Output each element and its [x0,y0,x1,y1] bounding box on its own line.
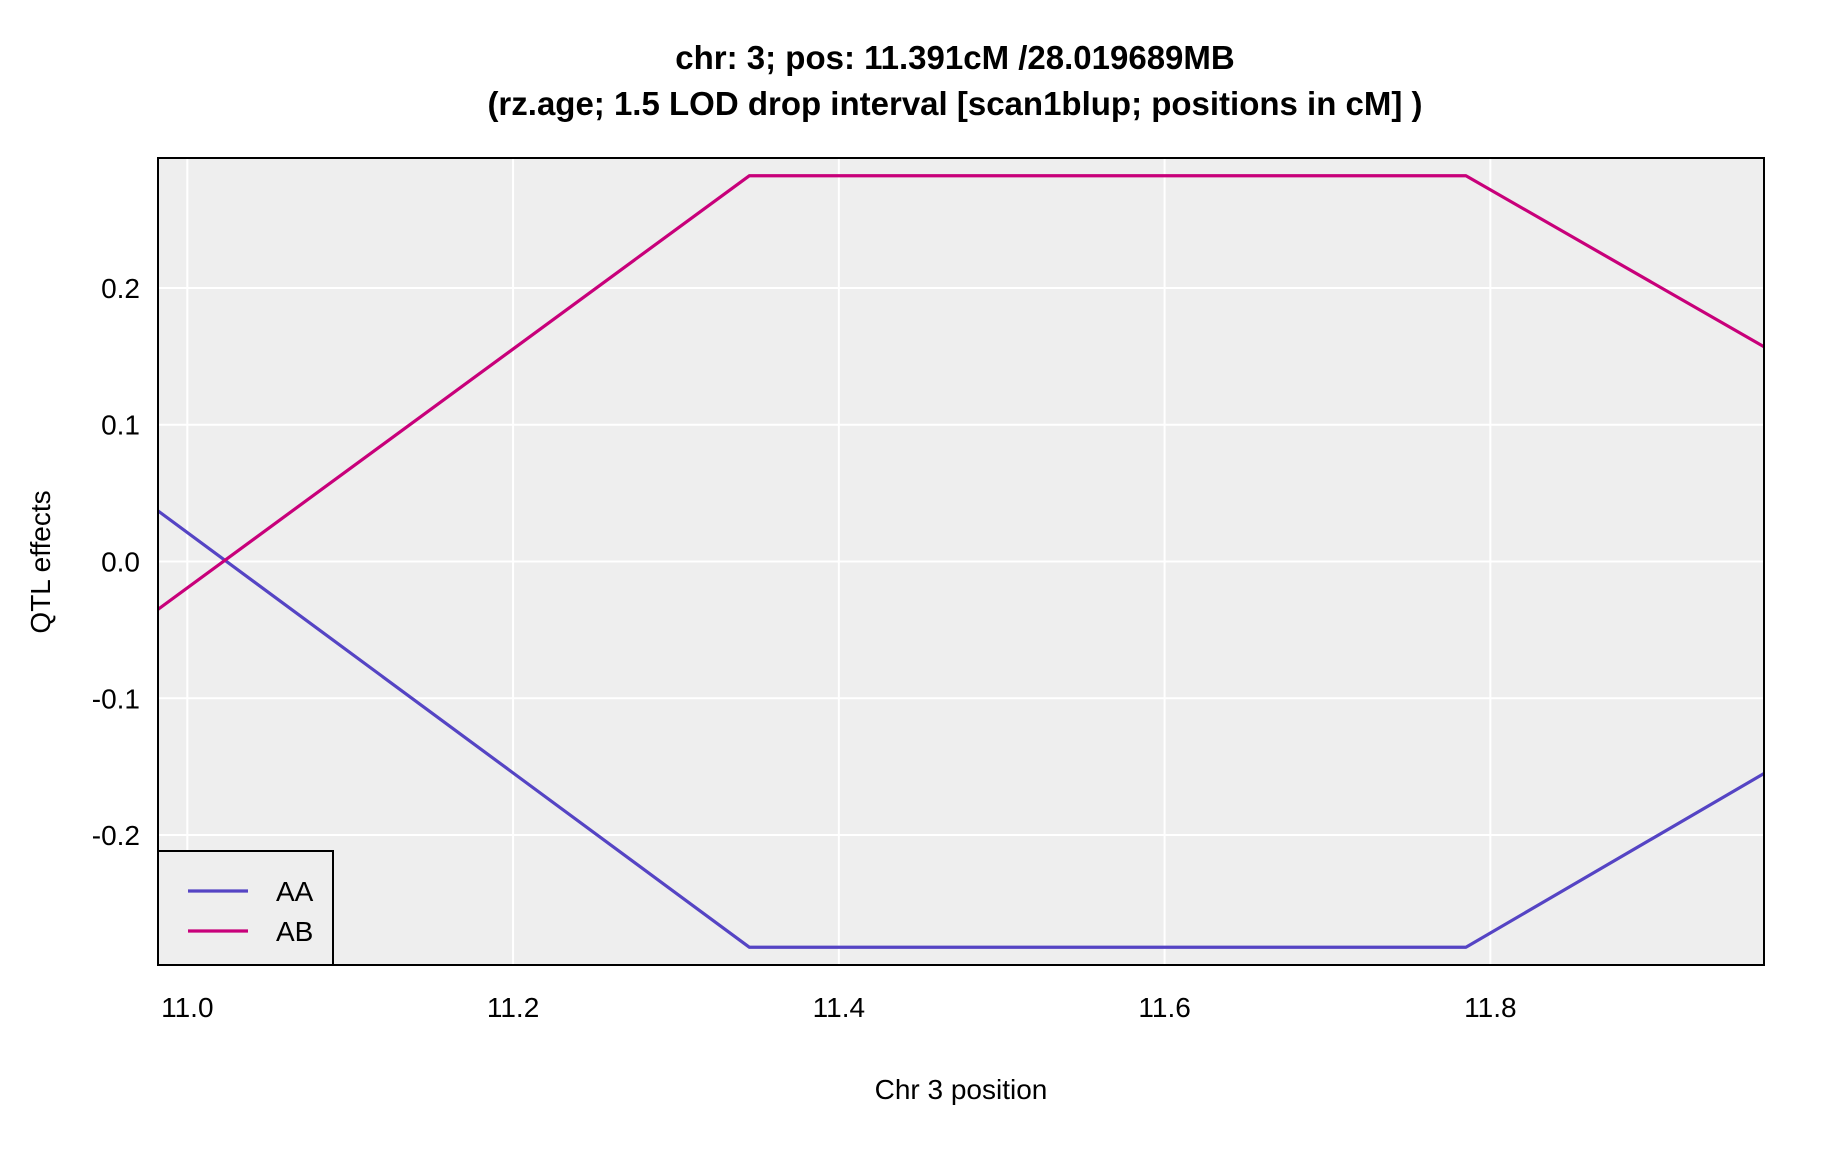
series-line-aa [157,509,1765,949]
y-tick-label: -0.1 [92,683,140,714]
x-tick-label: 11.4 [813,992,865,1023]
x-tick-label: 11.8 [1464,992,1516,1023]
chart-subtitle: (rz.age; 1.5 LOD drop interval [scan1blu… [487,85,1422,122]
y-tick-label: 0.0 [101,547,140,578]
x-tick-label: 11.2 [487,992,539,1023]
grid-lines [158,158,1764,965]
series-lines [157,174,1765,949]
y-tick-label: -0.2 [92,820,140,851]
legend-box [157,850,334,966]
y-tick-label: 0.2 [101,273,140,304]
x-tick-label: 11.0 [161,992,213,1023]
x-tick-label: 11.6 [1138,992,1190,1023]
plot-frame [157,157,1765,966]
x-axis-ticks: 11.0 11.2 11.4 11.6 11.8 [161,992,1516,1023]
legend: AA AB [157,850,334,966]
y-axis-label: QTL effects [25,490,56,633]
series-line-ab [157,174,1765,611]
legend-label-aa: AA [276,876,314,907]
y-axis-ticks: -0.2 -0.1 0.0 0.1 0.2 [92,273,140,851]
y-tick-label: 0.1 [101,410,140,441]
x-axis-label: Chr 3 position [875,1074,1048,1105]
legend-label-ab: AB [276,916,313,947]
chart-title: chr: 3; pos: 11.391cM /28.019689MB [675,39,1234,76]
